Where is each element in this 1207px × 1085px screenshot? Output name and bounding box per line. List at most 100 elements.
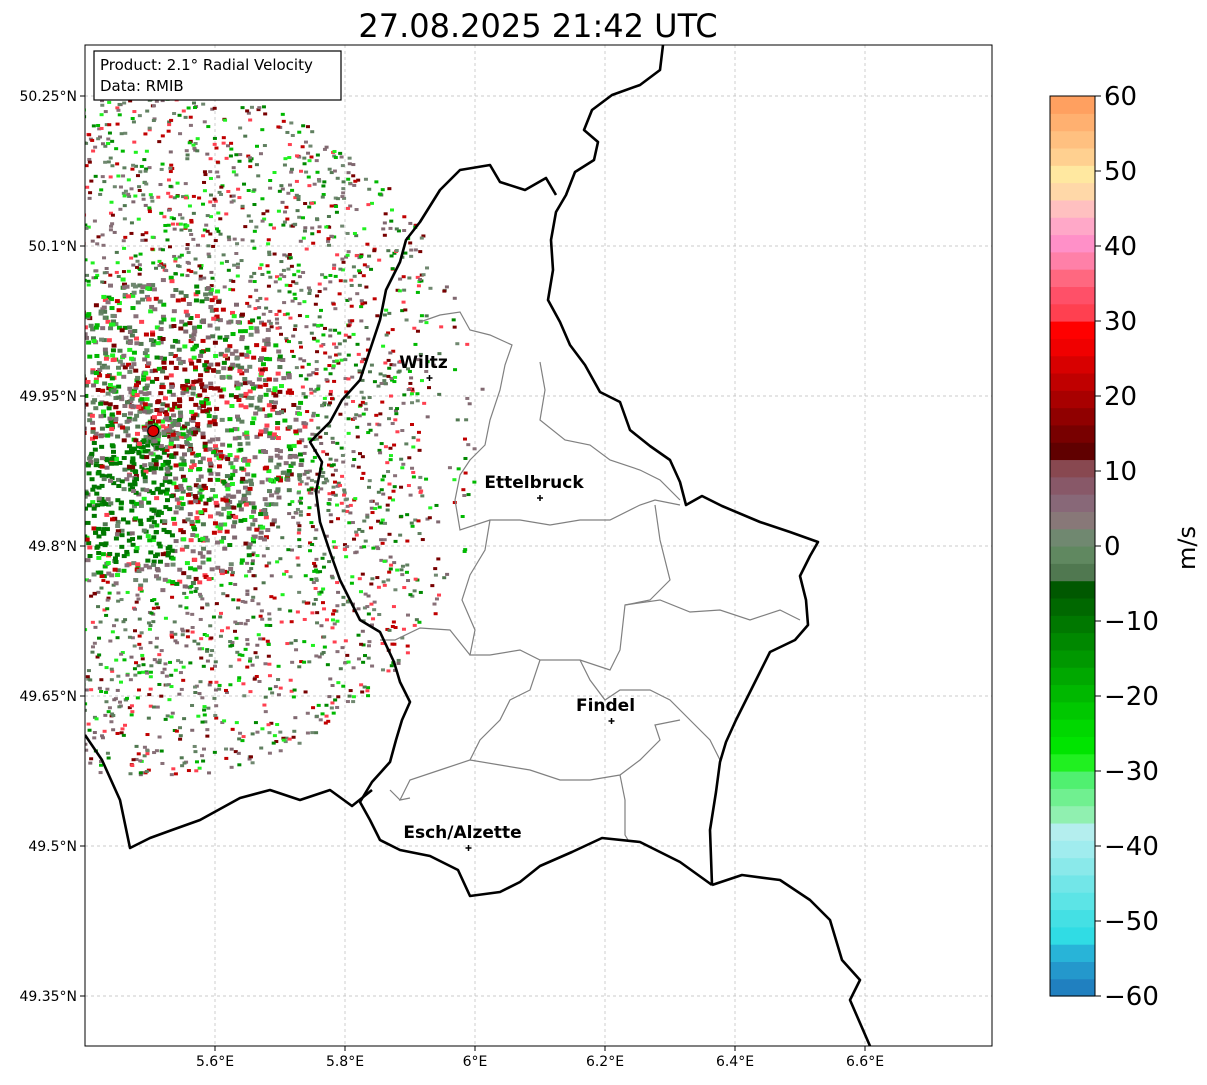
radar-pixel (199, 637, 203, 640)
radar-pixel (167, 209, 171, 212)
radar-pixel (370, 577, 374, 580)
radar-pixel (98, 434, 103, 438)
radar-pixel (122, 438, 127, 442)
radar-pixel (331, 441, 335, 444)
radar-pixel (402, 289, 406, 292)
radar-pixel (39, 535, 43, 538)
radar-pixel (122, 554, 127, 558)
radar-pixel (357, 634, 361, 637)
radar-pixel (254, 289, 258, 292)
radar-pixel (364, 286, 368, 289)
radar-pixel (369, 268, 373, 271)
radar-pixel (248, 487, 253, 491)
radar-pixel (69, 121, 73, 124)
radar-pixel (244, 648, 248, 651)
radar-pixel (62, 495, 67, 499)
radar-pixel (394, 540, 398, 543)
radar-pixel (37, 291, 41, 294)
radar-pixel (138, 618, 142, 621)
radar-pixel (143, 449, 148, 453)
radar-pixel (232, 536, 237, 540)
radar-pixel (350, 284, 354, 287)
radar-pixel (17, 417, 22, 421)
radar-pixel (152, 520, 157, 524)
radar-pixel (179, 223, 183, 226)
radar-pixel (362, 520, 366, 523)
radar-pixel (307, 184, 311, 187)
radar-pixel (62, 637, 66, 640)
radar-pixel (45, 134, 49, 137)
radar-pixel (357, 269, 361, 272)
radar-pixel (172, 217, 176, 220)
radar-pixel (92, 507, 97, 511)
radar-pixel (184, 310, 189, 314)
radar-pixel (157, 683, 161, 686)
radar-pixel (85, 558, 90, 562)
radar-pixel (345, 498, 349, 501)
radar-pixel (151, 261, 155, 264)
radar-pixel (327, 560, 331, 563)
radar-pixel (70, 370, 75, 374)
radar-pixel (189, 397, 194, 401)
radar-pixel (216, 161, 220, 164)
radar-pixel (37, 150, 41, 153)
radar-pixel (180, 688, 184, 691)
radar-pixel (101, 409, 106, 413)
radar-pixel (75, 469, 80, 473)
radar-pixel (161, 463, 166, 467)
radar-pixel (45, 753, 49, 756)
radar-pixel (130, 456, 135, 460)
radar-pixel (207, 771, 211, 774)
radar-pixel (155, 637, 159, 640)
radar-pixel (67, 372, 72, 376)
radar-pixel (35, 291, 39, 294)
radar-pixel (367, 188, 371, 191)
radar-pixel (167, 545, 172, 549)
radar-pixel (197, 565, 202, 569)
radar-pixel (34, 377, 39, 381)
radar-pixel (401, 565, 405, 568)
radar-pixel (53, 148, 57, 151)
radar-pixel (258, 512, 263, 516)
radar-pixel (196, 715, 200, 718)
radar-pixel (176, 182, 180, 185)
radar-pixel (281, 224, 285, 227)
radar-pixel (127, 178, 131, 181)
radar-pixel (334, 354, 338, 357)
radar-pixel (213, 521, 218, 525)
radar-pixel (298, 314, 302, 317)
radar-pixel (144, 333, 149, 337)
radar-pixel (350, 582, 354, 585)
radar-pixel (16, 149, 20, 152)
radar-pixel (351, 464, 355, 467)
radar-pixel (46, 661, 50, 664)
radar-pixel (214, 239, 218, 242)
radar-pixel (267, 731, 271, 734)
radar-pixel (204, 409, 209, 413)
radar-pixel (75, 717, 79, 720)
radar-pixel (145, 110, 149, 113)
radar-pixel (263, 466, 268, 470)
radar-pixel (296, 556, 300, 559)
radar-pixel (368, 479, 372, 482)
radar-pixel (152, 509, 157, 513)
radar-pixel (248, 657, 252, 660)
radar-pixel (273, 253, 277, 256)
radar-pixel (104, 614, 108, 617)
radar-pixel (73, 317, 78, 321)
radar-pixel (0, 408, 1, 411)
radar-pixel (272, 227, 276, 230)
radar-pixel (99, 621, 103, 624)
radar-pixel (214, 717, 218, 720)
radar-pixel (121, 354, 126, 358)
radar-pixel (47, 739, 51, 742)
radar-pixel (62, 406, 67, 410)
radar-pixel (152, 307, 157, 311)
radar-pixel (115, 162, 119, 165)
radar-pixel (299, 240, 303, 243)
radar-pixel (339, 279, 343, 282)
radar-pixel (245, 590, 249, 593)
radar-pixel (56, 555, 60, 558)
radar-pixel (336, 681, 340, 684)
